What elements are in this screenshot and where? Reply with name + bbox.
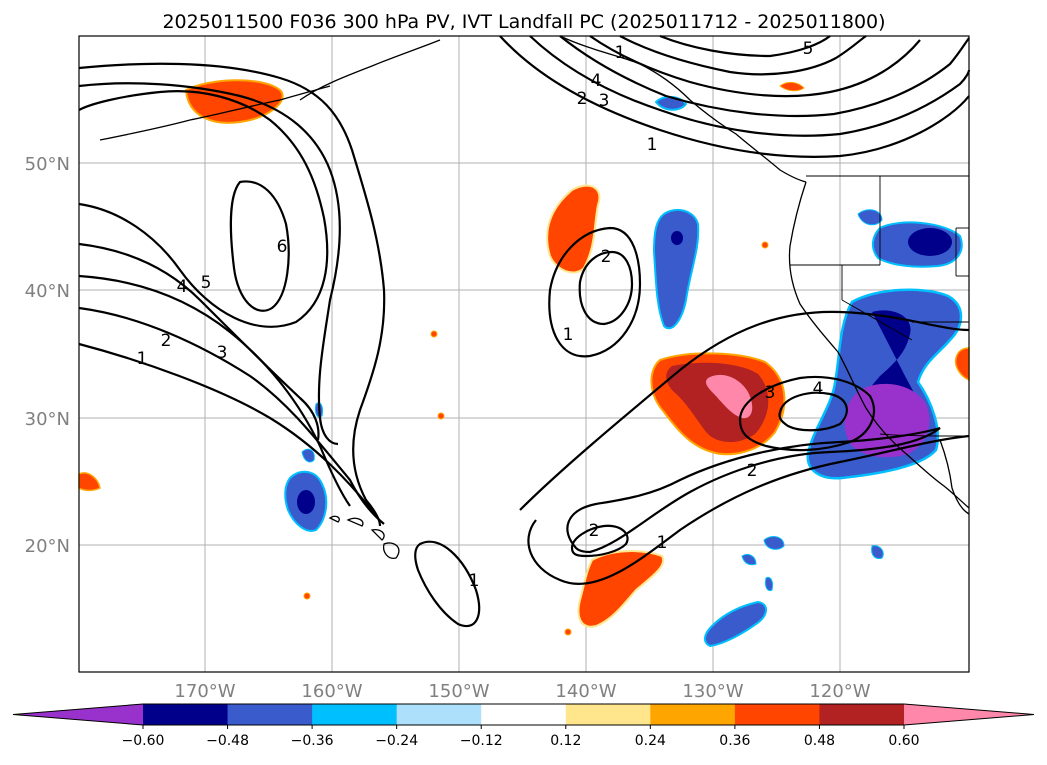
pv-negative-region bbox=[704, 600, 767, 648]
contour-label: 2 bbox=[747, 461, 758, 481]
map-area bbox=[79, 36, 969, 672]
colorbar-segment bbox=[650, 704, 736, 725]
lat-label: 40°N bbox=[25, 281, 70, 302]
contour-label: 1 bbox=[615, 43, 626, 63]
pv-positive-region bbox=[954, 347, 970, 382]
lat-label: 30°N bbox=[25, 409, 70, 430]
contour-label: 2 bbox=[161, 331, 172, 351]
colorbar-segment bbox=[396, 704, 482, 725]
contour-label: 4 bbox=[177, 277, 188, 297]
colorbar-segment bbox=[312, 704, 398, 725]
longitude-labels: 170°W 160°W 150°W 140°W 130°W 120°W bbox=[174, 681, 870, 702]
contour-label: 1 bbox=[647, 135, 658, 155]
colorbar-segment bbox=[734, 704, 820, 725]
contour-label: 3 bbox=[599, 91, 610, 111]
colorbar-ticks: −0.60 −0.48 −0.36 −0.24 −0.12 0.12 0.24 0.36 0.4… bbox=[122, 725, 920, 749]
contour-label: 2 bbox=[601, 247, 612, 267]
colorbar-segment bbox=[227, 704, 313, 725]
colorbar-tick-label: 0.60 bbox=[888, 733, 919, 749]
colorbar-segment bbox=[143, 704, 229, 725]
lon-label: 150°W bbox=[428, 681, 489, 702]
contour-label: 6 bbox=[277, 237, 288, 257]
contour-label: 1 bbox=[469, 571, 480, 591]
contour-label: 4 bbox=[591, 71, 602, 91]
pv-positive-max bbox=[706, 374, 753, 419]
lon-label: 140°W bbox=[555, 681, 616, 702]
map-frame bbox=[78, 35, 970, 673]
colorbar-tick-label: −0.60 bbox=[122, 733, 165, 749]
contour-label: 5 bbox=[803, 39, 814, 59]
pv-positive-region bbox=[78, 472, 101, 492]
contour-label: 3 bbox=[217, 343, 228, 363]
colorbar-tick-label: 0.24 bbox=[635, 733, 666, 749]
coastlines bbox=[99, 35, 970, 559]
lon-label: 160°W bbox=[301, 681, 362, 702]
contour-label: 3 bbox=[765, 383, 776, 403]
latitude-labels: 50°N 40°N 30°N 20°N bbox=[25, 154, 70, 557]
colorbar-tick-label: 0.48 bbox=[804, 733, 835, 749]
colorbar-extend-max bbox=[904, 704, 1034, 725]
lat-label: 50°N bbox=[25, 154, 70, 175]
contour-label: 5 bbox=[201, 273, 212, 293]
lat-label: 20°N bbox=[25, 536, 70, 557]
pv-positive-core bbox=[666, 362, 769, 443]
contour-label: 2 bbox=[577, 89, 588, 109]
colorbar-tick-label: 0.36 bbox=[719, 733, 750, 749]
pv-negative-max bbox=[844, 383, 930, 458]
colorbar-tick-label: −0.12 bbox=[460, 733, 503, 749]
colorbar-tick-label: −0.48 bbox=[206, 733, 249, 749]
political-borders bbox=[790, 175, 970, 437]
contour-label: 1 bbox=[657, 533, 668, 553]
contour-labels: 1 2 3 4 5 6 1 2 3 4 5 1 2 1 2 3 4 1 2 1 bbox=[137, 39, 824, 591]
ivt-contours bbox=[78, 34, 971, 628]
lon-label: 170°W bbox=[174, 681, 235, 702]
colorbar-tick-label: −0.24 bbox=[375, 733, 418, 749]
colorbar-extend-min bbox=[13, 704, 143, 725]
colorbar bbox=[12, 703, 1035, 726]
colorbar-segment bbox=[819, 704, 905, 725]
colorbar-tick-label: 0.12 bbox=[550, 733, 581, 749]
contour-label: 2 bbox=[589, 521, 600, 541]
pv-negative-region bbox=[652, 208, 700, 330]
contour-label: 1 bbox=[137, 349, 148, 369]
contour-label: 1 bbox=[563, 325, 574, 345]
colorbar-segment bbox=[481, 704, 567, 725]
colorbar-tick-label: −0.36 bbox=[291, 733, 334, 749]
map-title: 2025011500 F036 300 hPa PV, IVT Landfall… bbox=[162, 11, 885, 33]
contour-label: 4 bbox=[813, 379, 824, 399]
lon-label: 130°W bbox=[682, 681, 743, 702]
colorbar-segment bbox=[565, 704, 651, 725]
lon-label: 120°W bbox=[809, 681, 870, 702]
